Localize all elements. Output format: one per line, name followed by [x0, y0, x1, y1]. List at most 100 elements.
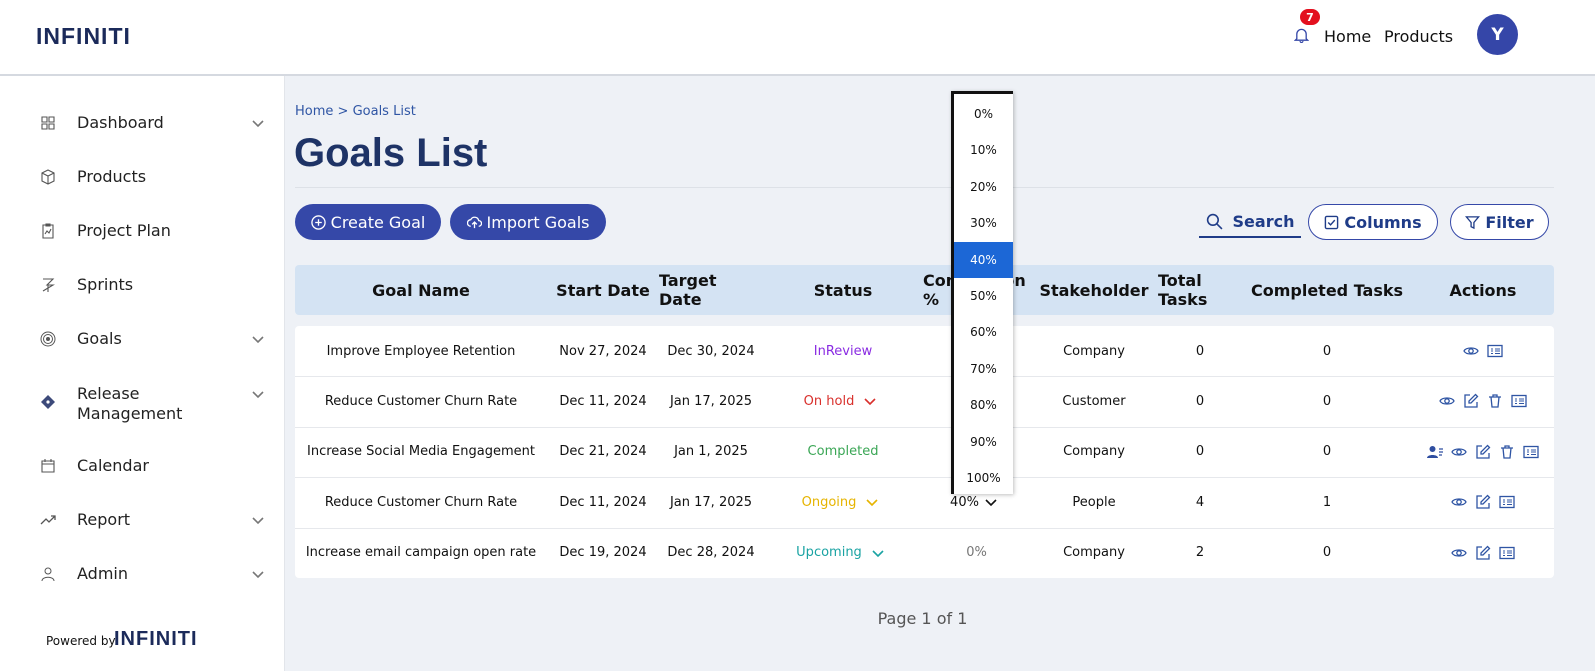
- side-item[interactable]: Project Plan: [40, 221, 270, 240]
- dropdown-option[interactable]: 50%: [970, 289, 997, 303]
- side-item[interactable]: Release Management: [40, 384, 270, 424]
- edit-action[interactable]: [1463, 393, 1479, 409]
- cell-text: 2: [1195, 545, 1205, 561]
- cell-text: 0: [1195, 444, 1205, 460]
- nav-link[interactable]: Home: [1324, 27, 1372, 46]
- table-cell: 0: [1242, 427, 1412, 477]
- page-info: Page 1 of 1: [877, 609, 968, 628]
- button-label: Columns: [1344, 212, 1422, 232]
- icon: [1465, 215, 1481, 229]
- side-item[interactable]: Report: [40, 510, 270, 529]
- row-divider: [295, 527, 1554, 529]
- completion-value[interactable]: 40%: [950, 494, 979, 510]
- eye-action[interactable]: [1451, 545, 1467, 561]
- search-label: Search: [1232, 211, 1295, 231]
- completion-chevron[interactable]: [983, 494, 999, 510]
- chevron: [250, 512, 266, 528]
- table-cell: 0: [1158, 427, 1242, 477]
- dropdown-option[interactable]: 80%: [970, 398, 997, 413]
- card-action[interactable]: [1487, 343, 1503, 359]
- table-cell: Company: [1030, 427, 1158, 477]
- edit-action[interactable]: [1475, 545, 1491, 561]
- side-item[interactable]: Admin: [40, 564, 270, 583]
- cell-text: Jan 1, 2025: [674, 444, 748, 460]
- edit-action[interactable]: [1475, 494, 1491, 510]
- cell-text: Dec 28, 2024: [667, 545, 755, 561]
- table-cell: Company: [1030, 326, 1158, 376]
- cell-text: 0: [1322, 444, 1332, 460]
- cell-text: Dec 11, 2024: [559, 494, 647, 510]
- search-box[interactable]: Search: [1199, 206, 1301, 238]
- edit-action[interactable]: [1475, 444, 1491, 460]
- dropdown-option[interactable]: 100%: [966, 471, 1001, 485]
- icon: [42, 277, 55, 292]
- table-cell: Jan 17, 2025: [659, 477, 763, 527]
- cell-text: Dec 19, 2024: [559, 545, 647, 561]
- breadcrumb-link[interactable]: Home: [295, 104, 334, 119]
- trash-action[interactable]: [1487, 393, 1503, 409]
- side-label: Admin: [77, 564, 128, 583]
- bell-icon[interactable]: [1294, 27, 1309, 43]
- status-label[interactable]: On hold: [803, 393, 855, 409]
- column-header: Target Date: [659, 271, 717, 309]
- card-action[interactable]: [1499, 494, 1515, 510]
- table-cell: 0: [1242, 528, 1412, 578]
- status-label[interactable]: Upcoming: [796, 545, 862, 561]
- completion-value[interactable]: 0%: [966, 545, 987, 561]
- card-action[interactable]: [1511, 393, 1527, 409]
- status-label[interactable]: Ongoing: [801, 494, 857, 510]
- dropdown-option[interactable]: 60%: [970, 325, 997, 340]
- icon: [310, 214, 326, 230]
- side-item[interactable]: Products: [40, 167, 270, 186]
- eye-action[interactable]: [1451, 444, 1467, 460]
- status-chevron[interactable]: [862, 393, 878, 409]
- table-cell: Upcoming: [763, 528, 923, 578]
- dropdown-option[interactable]: 90%: [970, 434, 997, 449]
- dropdown-option[interactable]: 0%: [973, 107, 994, 121]
- divider: [295, 187, 1554, 188]
- side-item[interactable]: Dashboard: [40, 113, 270, 132]
- notification-badge: 7: [1300, 9, 1320, 25]
- icon: [42, 222, 54, 239]
- filter-button[interactable]: Filter: [1450, 204, 1549, 240]
- eye-action[interactable]: [1451, 494, 1467, 510]
- status-chevron[interactable]: [864, 494, 880, 510]
- table-cell: Increase email campaign open rate: [295, 528, 547, 578]
- create-goal-button[interactable]: Create Goal: [295, 204, 441, 240]
- dropdown-option[interactable]: 20%: [970, 179, 997, 194]
- cell-text: Reduce Customer Churn Rate: [324, 393, 518, 409]
- cell-text: Nov 27, 2024: [559, 343, 647, 359]
- avatar[interactable]: Y: [1477, 14, 1518, 55]
- table-cell: 4: [1158, 477, 1242, 527]
- side-item[interactable]: Calendar: [40, 456, 270, 475]
- status-chevron[interactable]: [870, 545, 886, 561]
- dropdown-option[interactable]: 40%: [954, 241, 1013, 278]
- card-action[interactable]: [1499, 545, 1515, 561]
- logo[interactable]: INFINITI: [36, 23, 131, 49]
- dropdown-option[interactable]: 70%: [970, 361, 997, 376]
- eye-action[interactable]: [1439, 393, 1455, 409]
- side-item[interactable]: Sprints: [40, 275, 270, 294]
- side-label: Sprints: [77, 275, 134, 294]
- nav-link[interactable]: Products: [1384, 27, 1454, 46]
- card-action[interactable]: [1523, 444, 1539, 460]
- eye-action[interactable]: [1463, 343, 1479, 359]
- cell-text: Increase email campaign open rate: [305, 545, 537, 561]
- user-action[interactable]: [1427, 444, 1443, 460]
- side-label: Dashboard: [77, 113, 164, 132]
- side-item[interactable]: Goals: [40, 329, 270, 348]
- import-goals-button[interactable]: Import Goals: [450, 204, 606, 240]
- status-label[interactable]: InReview: [813, 343, 873, 359]
- pagination: Page 1 of 1: [0, 609, 1595, 628]
- cell-text: 0: [1322, 393, 1332, 409]
- table-cell: 0: [1242, 376, 1412, 426]
- column-header: Total Tasks: [1158, 271, 1208, 309]
- dropdown-option[interactable]: 10%: [970, 143, 997, 158]
- chevron: [250, 566, 266, 582]
- columns-button[interactable]: Columns: [1308, 204, 1438, 240]
- dropdown-option[interactable]: 30%: [970, 216, 997, 231]
- cell-text: Company: [1063, 444, 1125, 460]
- column-header: Start Date: [556, 280, 650, 300]
- trash-action[interactable]: [1499, 444, 1515, 460]
- status-label[interactable]: Completed: [807, 444, 879, 460]
